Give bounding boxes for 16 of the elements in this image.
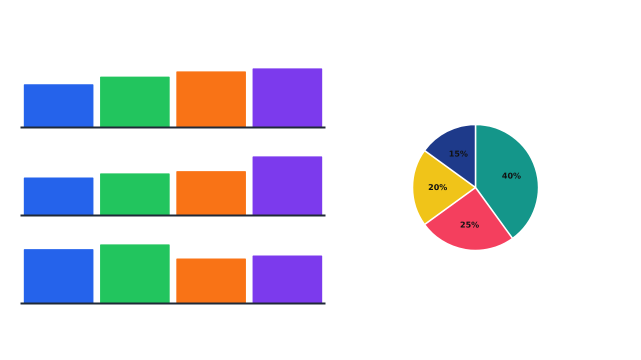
bar <box>100 76 170 128</box>
bar <box>252 156 322 216</box>
data-label: 25% <box>460 220 480 230</box>
bar <box>24 84 94 128</box>
bar <box>252 68 322 128</box>
bar <box>100 244 170 304</box>
bar <box>24 178 94 216</box>
bar <box>100 173 170 216</box>
bar <box>24 249 94 304</box>
bar <box>252 256 322 304</box>
bar <box>176 71 246 128</box>
bar <box>176 258 246 304</box>
bar <box>176 171 246 216</box>
data-label: 20% <box>428 183 448 192</box>
data-label: 40% <box>502 171 522 180</box>
data-label: 15% <box>448 149 468 158</box>
